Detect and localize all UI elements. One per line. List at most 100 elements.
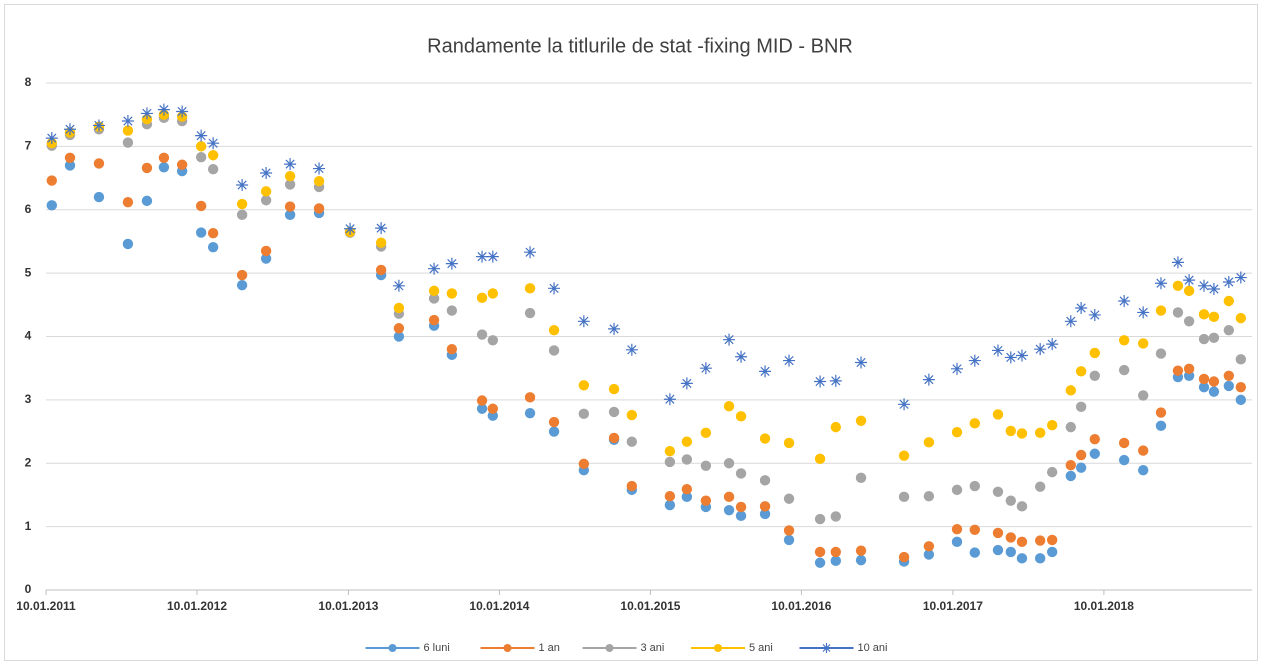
point xyxy=(1005,546,1016,558)
point xyxy=(1118,364,1130,376)
point xyxy=(898,398,911,411)
point xyxy=(548,324,560,336)
point xyxy=(1004,351,1017,364)
point xyxy=(260,186,272,197)
point xyxy=(158,152,170,163)
point xyxy=(1064,315,1077,328)
point xyxy=(487,403,499,414)
point xyxy=(723,401,735,412)
point xyxy=(969,480,981,492)
point xyxy=(923,541,935,552)
point xyxy=(476,250,489,263)
point xyxy=(1208,311,1220,323)
point xyxy=(393,323,405,334)
point xyxy=(1154,277,1167,290)
legend-label: 10 ani xyxy=(858,642,888,654)
y-tick-label: 8 xyxy=(25,75,32,89)
point xyxy=(487,335,499,346)
point xyxy=(855,415,867,426)
point xyxy=(1223,370,1235,381)
point xyxy=(1198,382,1210,393)
point xyxy=(1208,376,1220,387)
point xyxy=(783,437,795,449)
point xyxy=(195,141,207,152)
point xyxy=(626,436,638,447)
point xyxy=(969,524,981,535)
point xyxy=(625,343,638,356)
point xyxy=(992,409,1004,420)
point xyxy=(393,302,405,314)
point xyxy=(700,495,712,506)
point xyxy=(428,262,441,275)
chart-title: Randamente la titlurile de stat -fixing … xyxy=(427,35,853,57)
point xyxy=(735,350,748,363)
point xyxy=(681,436,693,447)
point xyxy=(1234,271,1247,284)
point xyxy=(1118,437,1130,449)
point xyxy=(195,151,207,163)
point xyxy=(608,406,620,418)
point xyxy=(1046,546,1058,558)
point xyxy=(923,437,935,448)
point xyxy=(1223,324,1235,336)
point xyxy=(1137,465,1149,476)
x-tick-label: 10.01.2013 xyxy=(318,599,378,613)
point xyxy=(1075,366,1087,377)
point xyxy=(1005,495,1016,506)
point xyxy=(1075,449,1087,461)
point xyxy=(487,288,499,299)
point xyxy=(855,356,868,369)
point xyxy=(63,123,76,136)
point xyxy=(524,392,536,403)
point xyxy=(375,222,388,235)
point xyxy=(992,527,1004,539)
point xyxy=(723,333,736,346)
point xyxy=(1118,335,1130,346)
point xyxy=(122,196,134,208)
legend-marker xyxy=(503,644,512,652)
point xyxy=(1016,428,1028,439)
point xyxy=(951,536,963,548)
point xyxy=(1137,338,1149,349)
point xyxy=(392,279,405,292)
point xyxy=(236,269,248,281)
point xyxy=(195,129,208,142)
point xyxy=(1075,401,1087,413)
point xyxy=(814,453,826,465)
point xyxy=(898,491,910,503)
point xyxy=(608,383,620,395)
point xyxy=(476,403,488,414)
point xyxy=(476,329,488,340)
point xyxy=(1046,420,1058,431)
point xyxy=(1046,338,1059,351)
point xyxy=(578,408,590,420)
point xyxy=(1222,275,1235,288)
point xyxy=(759,433,771,444)
point xyxy=(92,119,105,132)
point xyxy=(121,115,134,128)
point xyxy=(548,345,560,356)
point xyxy=(723,458,735,469)
chart-frame xyxy=(4,4,1258,661)
point xyxy=(284,170,296,182)
point xyxy=(64,152,76,163)
point xyxy=(284,158,297,171)
point xyxy=(1034,427,1046,439)
point xyxy=(664,499,676,511)
point xyxy=(1046,466,1058,478)
point xyxy=(1046,534,1058,546)
point xyxy=(236,198,248,210)
point xyxy=(1183,285,1195,297)
point xyxy=(1207,282,1220,295)
point xyxy=(759,501,771,512)
point xyxy=(158,162,170,173)
point xyxy=(548,416,560,428)
point xyxy=(700,427,712,439)
x-tick-label: 10.01.2017 xyxy=(923,599,983,613)
point xyxy=(1155,407,1167,418)
point xyxy=(236,209,248,221)
point xyxy=(1065,459,1076,471)
point xyxy=(207,137,220,150)
point xyxy=(723,491,735,503)
point xyxy=(375,264,387,276)
